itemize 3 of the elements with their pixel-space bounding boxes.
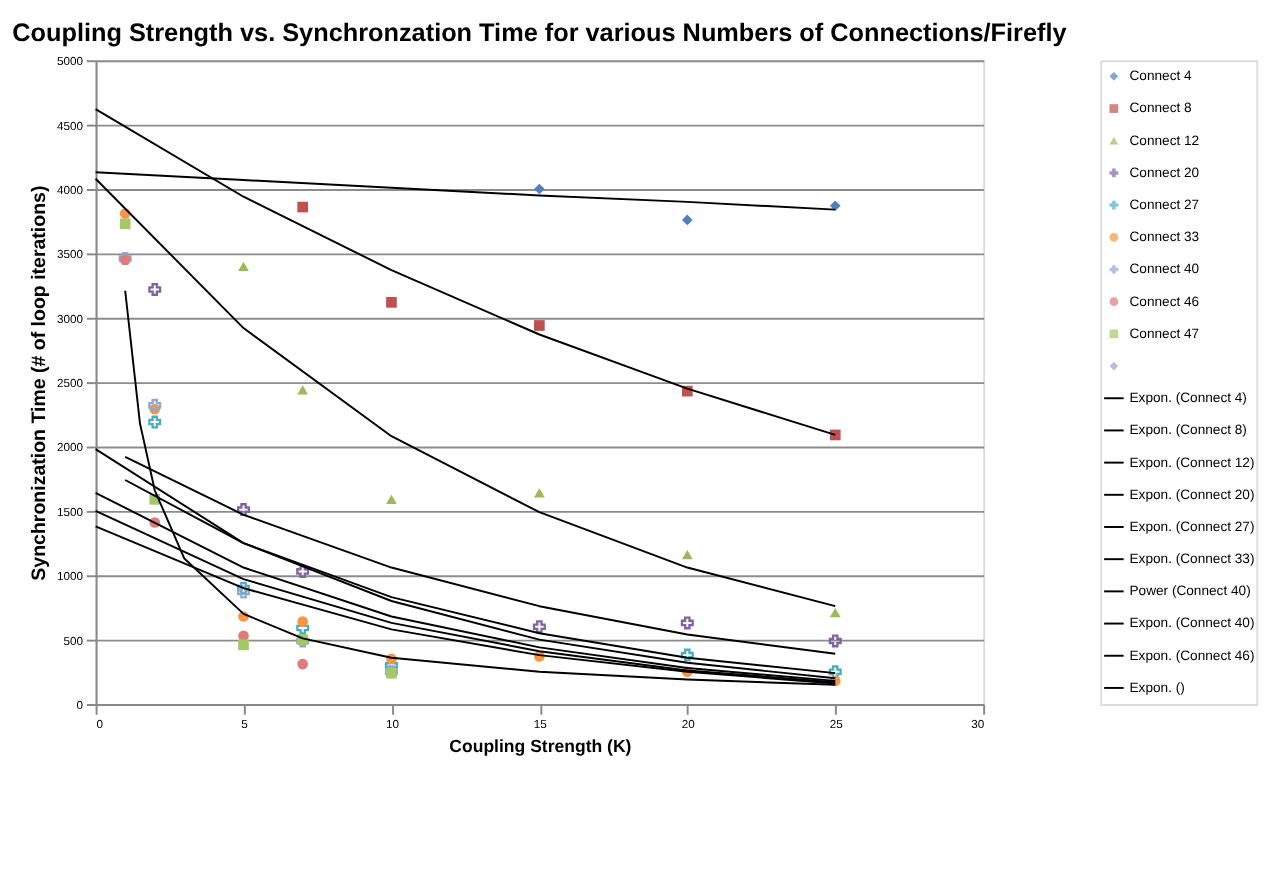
x-axis-title: Coupling Strength (K) [449, 735, 632, 756]
y-axis-title: Synchronization Time (# of loop iterations) [29, 185, 52, 581]
chart-title: Coupling Strength vs. Synchronzation Time for various Numbers of Connections/Firefly [12, 18, 1067, 47]
